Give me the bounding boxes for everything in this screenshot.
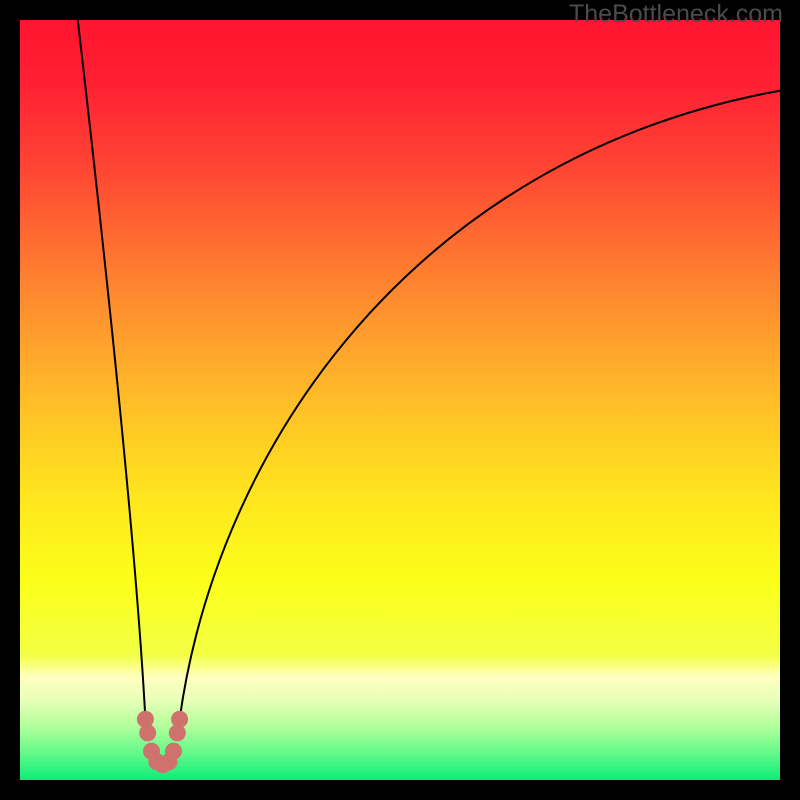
- marker-dot: [172, 711, 188, 727]
- bottleneck-curve-right: [180, 91, 780, 720]
- marker-dot: [166, 743, 182, 759]
- bottleneck-curve-left: [78, 20, 146, 719]
- marker-group: [137, 711, 187, 773]
- marker-dot: [140, 725, 156, 741]
- watermark-label: TheBottleneck.com: [569, 0, 783, 29]
- curve-layer: [20, 20, 780, 780]
- plot-area: [20, 20, 780, 780]
